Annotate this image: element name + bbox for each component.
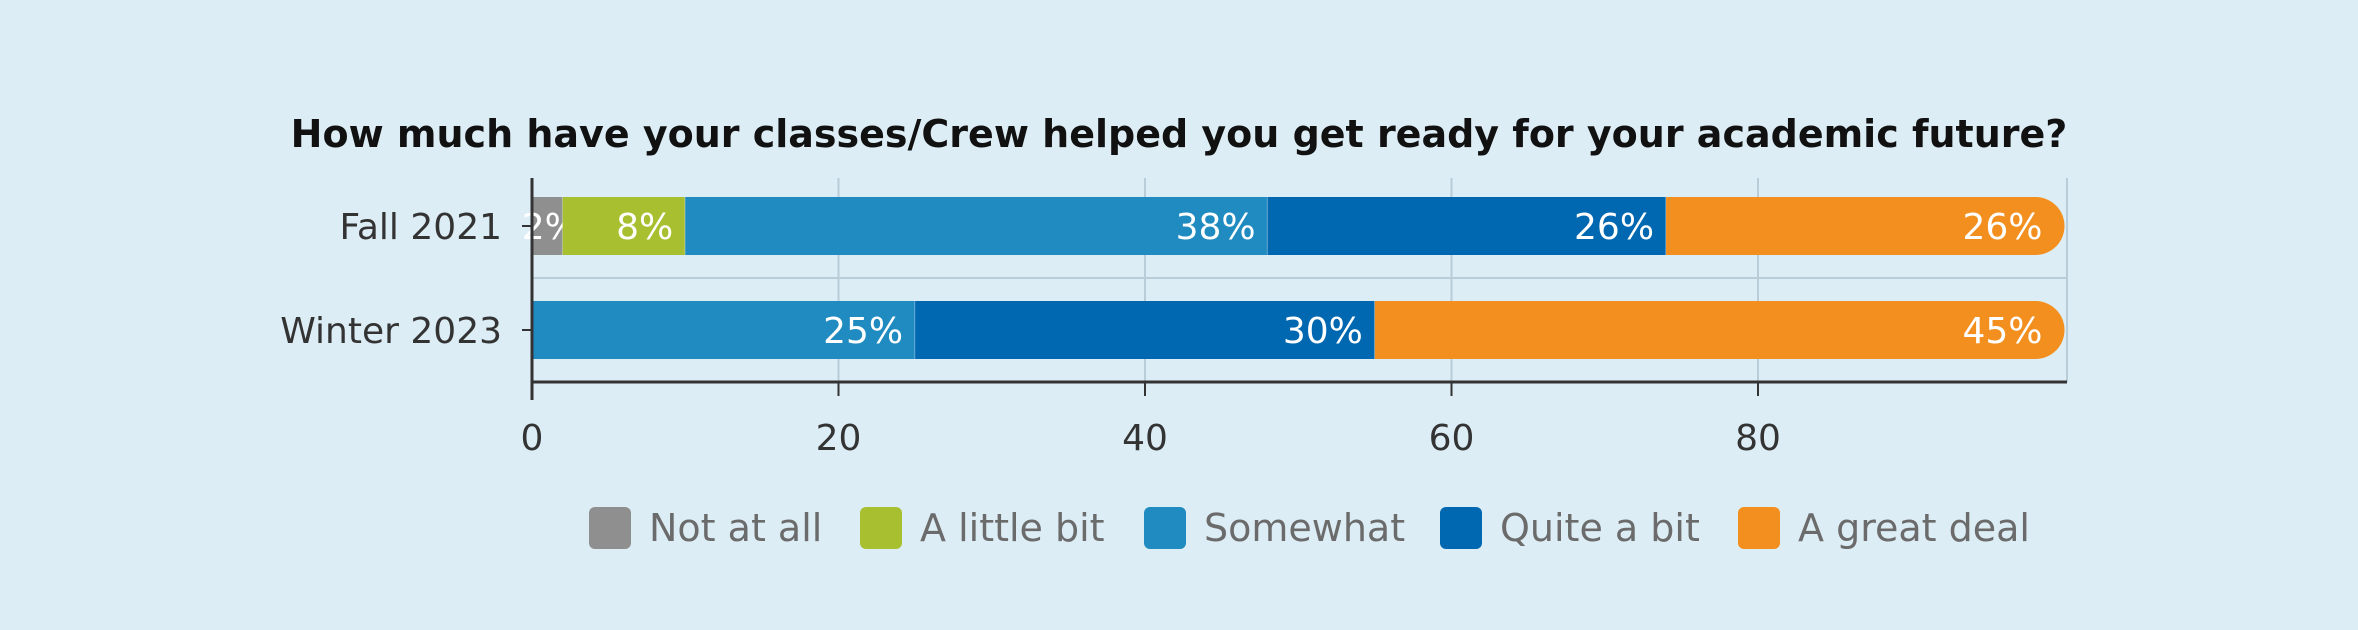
legend-item: Not at all <box>589 506 822 550</box>
legend-item: Quite a bit <box>1440 506 1700 550</box>
bar-segment <box>1666 197 2065 255</box>
data-label: 38% <box>1176 207 1256 248</box>
axes: Fall 2021 Winter 2023 0 20 40 60 80 <box>280 178 2067 459</box>
category-label: Winter 2023 <box>280 311 502 352</box>
data-label: 25% <box>823 311 903 352</box>
bar-segment <box>685 197 1268 255</box>
x-tick-label: 40 <box>1122 418 1168 459</box>
data-label: 45% <box>1962 311 2042 352</box>
legend-swatch <box>860 507 902 549</box>
legend-label: Somewhat <box>1204 506 1405 550</box>
bars: 2% 8% 38% 26% 26%25% 30% 45% <box>522 197 2065 359</box>
x-tick-label: 0 <box>521 418 544 459</box>
x-tick-label: 20 <box>816 418 862 459</box>
legend-swatch <box>1738 507 1780 549</box>
bar-segment <box>915 301 1375 359</box>
legend-label: A great deal <box>1798 506 2030 550</box>
legend-item: A great deal <box>1738 506 2030 550</box>
legend-swatch <box>1144 507 1186 549</box>
legend: Not at all A little bit Somewhat Quite a bi… <box>589 506 2030 550</box>
bar-segment <box>1267 197 1667 255</box>
legend-label: Quite a bit <box>1500 506 1700 550</box>
data-label: 26% <box>1962 207 2042 248</box>
legend-label: Not at all <box>649 506 822 550</box>
legend-item: Somewhat <box>1144 506 1405 550</box>
data-label: 26% <box>1574 207 1654 248</box>
legend-swatch <box>1440 507 1482 549</box>
bar-segment <box>532 301 916 359</box>
legend-swatch <box>589 507 631 549</box>
bar-segment <box>562 197 686 255</box>
bar-segment <box>532 197 563 255</box>
chart-title: How much have your classes/Crew helped y… <box>291 112 2068 156</box>
bar-segment <box>1374 301 2065 359</box>
legend-item: A little bit <box>860 506 1105 550</box>
data-label: 30% <box>1283 311 1363 352</box>
category-label: Fall 2021 <box>339 207 502 248</box>
legend-label: A little bit <box>920 506 1105 550</box>
data-label: 8% <box>616 207 673 248</box>
x-tick-label: 60 <box>1429 418 1475 459</box>
x-tick-label: 80 <box>1735 418 1781 459</box>
